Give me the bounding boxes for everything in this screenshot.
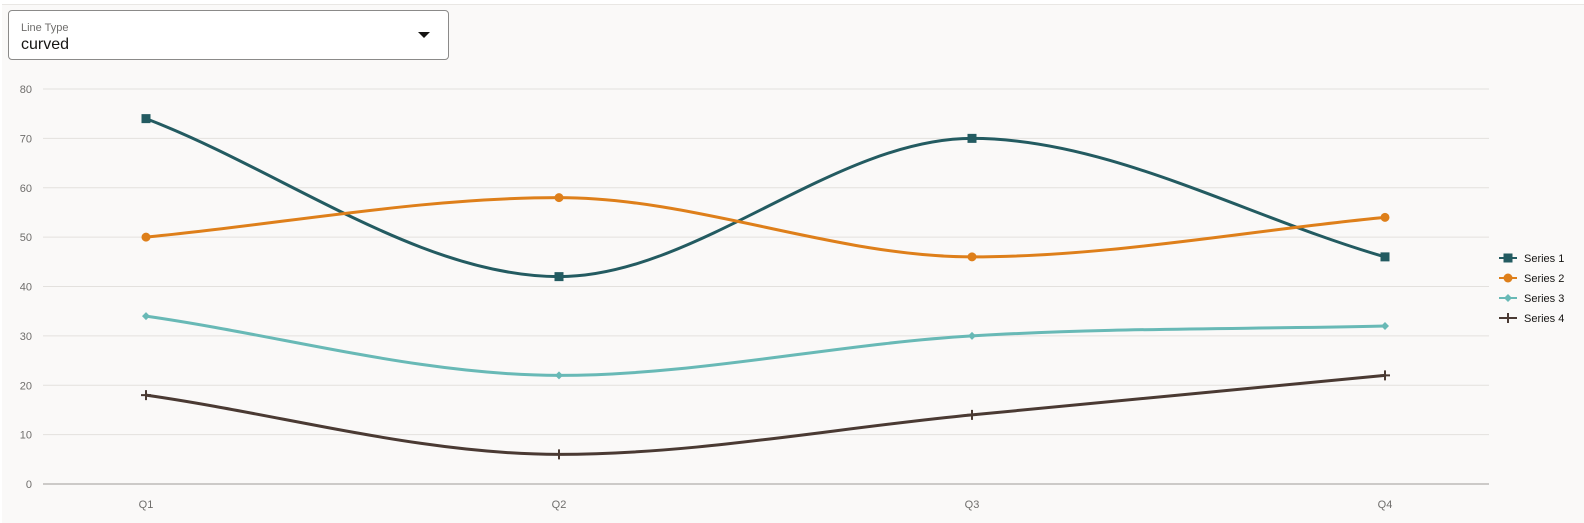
- y-tick-label: 10: [20, 430, 32, 442]
- series-3-point: [555, 371, 563, 380]
- y-tick-label: 30: [20, 331, 32, 343]
- x-tick-label: Q2: [552, 499, 567, 511]
- y-tick-label: 50: [20, 232, 32, 244]
- series-3-line: [144, 314, 1387, 377]
- series-2-point: [967, 252, 977, 262]
- series-2-point: [1380, 212, 1390, 222]
- series-2-point: [554, 193, 564, 203]
- legend-swatch-marker: [1503, 273, 1513, 283]
- legend-swatch-marker: [1503, 313, 1513, 323]
- axes: 0 10 20 30 40 50 60 70 80 Q1 Q2 Q3 Q4: [20, 84, 1489, 511]
- legend-label: Series 1: [1524, 253, 1564, 265]
- legend-item[interactable]: Series 1: [1499, 253, 1564, 265]
- legend-item[interactable]: Series 4: [1499, 313, 1564, 325]
- y-tick-label: 0: [26, 479, 32, 491]
- legend-label: Series 2: [1524, 273, 1564, 285]
- y-tick-label: 80: [20, 84, 32, 96]
- legend-item[interactable]: Series 2: [1499, 273, 1564, 285]
- y-tick-label: 20: [20, 380, 32, 392]
- series-4-point: [141, 390, 151, 401]
- series-3-point: [1381, 322, 1389, 330]
- series-lines: [144, 117, 1387, 456]
- line-type-label: Line Type: [21, 22, 69, 34]
- legend-item[interactable]: Series 3: [1499, 293, 1564, 305]
- series-1-point: [967, 133, 977, 143]
- y-tick-label: 70: [20, 133, 32, 145]
- legend-label: Series 3: [1524, 293, 1564, 305]
- x-tick-label: Q3: [965, 499, 980, 511]
- chart-frame-left: [0, 0, 2, 523]
- series-1-point: [1380, 252, 1390, 262]
- series-1-point: [554, 272, 564, 282]
- series-2-point: [141, 232, 151, 242]
- series-4-point: [554, 449, 564, 460]
- y-tick-label: 60: [20, 183, 32, 195]
- series-3-point: [142, 312, 150, 321]
- line-type-value: curved: [21, 36, 70, 53]
- series-4-point: [1380, 370, 1390, 381]
- legend-label: Series 4: [1524, 313, 1564, 325]
- grid-lines: [43, 88, 1489, 436]
- legend: Series 1 Series 2 Series 3 Series 4: [1499, 253, 1564, 325]
- series-4-point: [967, 409, 977, 420]
- series-3-point: [968, 331, 976, 340]
- series-1-point: [141, 114, 151, 124]
- y-tick-label: 40: [20, 282, 32, 294]
- series-markers: [141, 114, 1390, 460]
- series-2-line: [144, 196, 1387, 259]
- chart-frame-top: [0, 0, 1584, 5]
- legend-swatch-marker: [1504, 294, 1512, 302]
- line-type-select[interactable]: Line Type curved: [8, 10, 449, 60]
- legend-swatch-marker: [1503, 253, 1513, 263]
- series-1-line: [144, 117, 1387, 279]
- chevron-down-icon[interactable]: [418, 32, 430, 38]
- x-tick-label: Q4: [1378, 499, 1393, 511]
- series-4-line: [144, 373, 1387, 456]
- x-tick-label: Q1: [139, 499, 154, 511]
